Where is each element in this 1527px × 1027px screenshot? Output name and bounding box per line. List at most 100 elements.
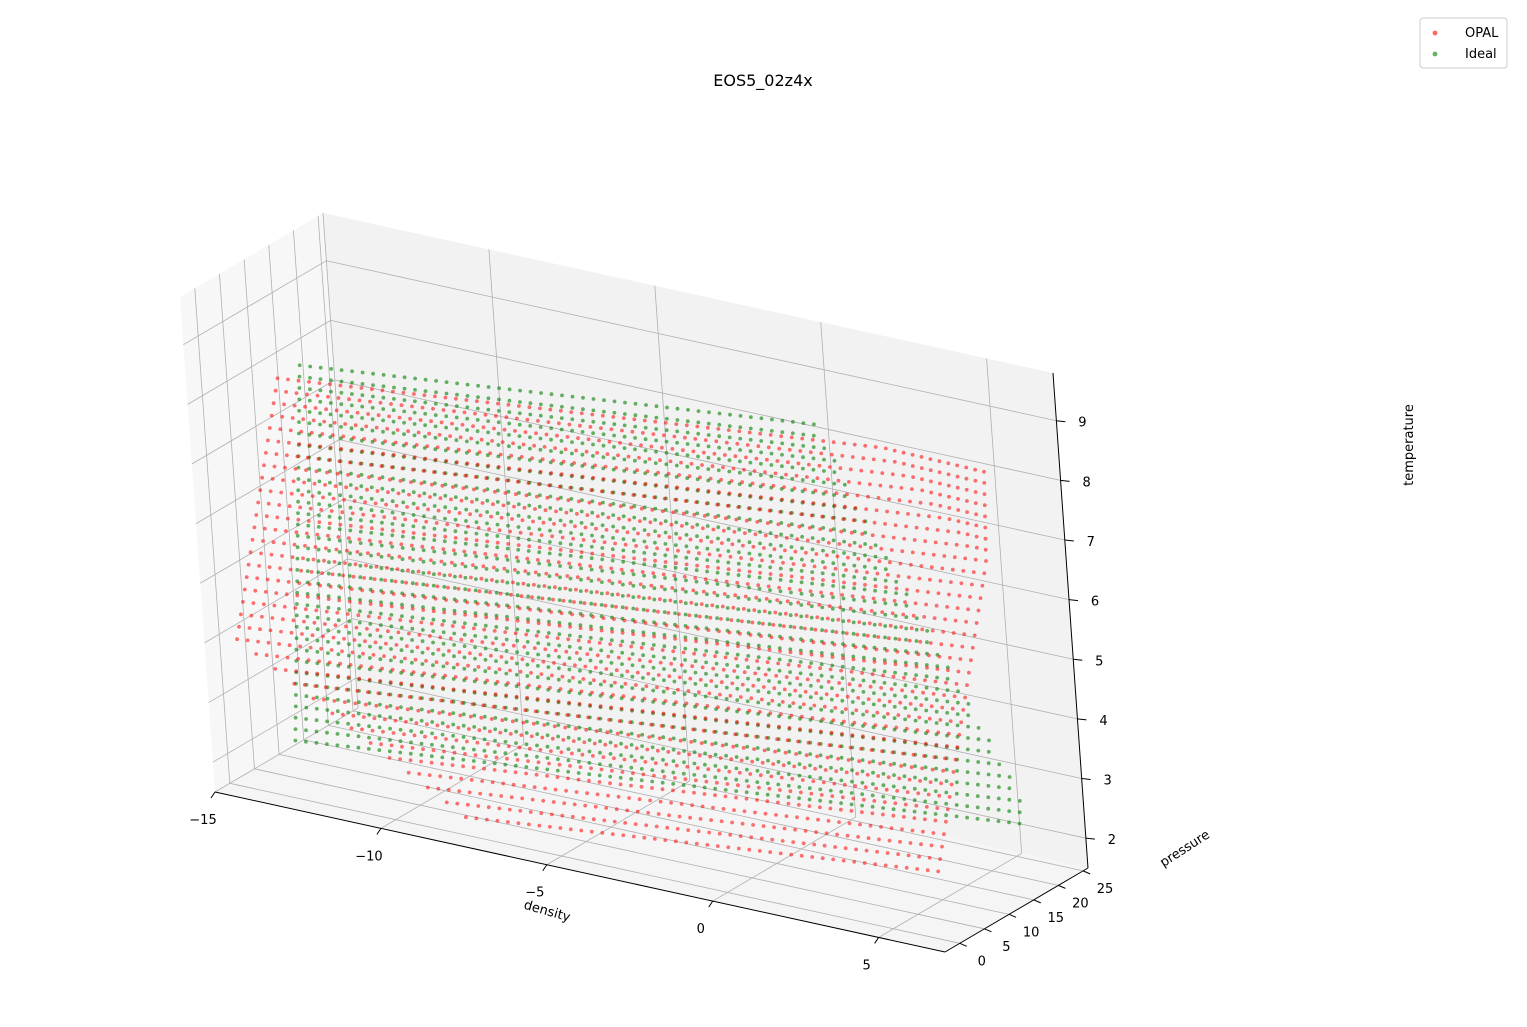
ideal-point <box>662 644 667 649</box>
opal-point <box>835 693 840 698</box>
ideal-point <box>388 726 392 731</box>
opal-point <box>408 758 413 763</box>
ideal-point <box>453 552 457 556</box>
ideal-point <box>339 413 343 418</box>
opal-point <box>333 484 338 488</box>
ideal-point <box>601 455 606 459</box>
opal-point <box>967 670 971 675</box>
ideal-point <box>619 764 623 769</box>
opal-point <box>461 764 465 769</box>
ideal-point <box>380 509 384 514</box>
ideal-point <box>377 714 382 718</box>
opal-point <box>788 789 793 794</box>
ideal-point <box>766 747 771 752</box>
opal-point <box>625 530 630 535</box>
ideal-point <box>706 467 711 471</box>
ideal-point <box>966 724 970 729</box>
opal-point <box>901 450 906 455</box>
opal-point <box>906 714 911 719</box>
opal-point <box>244 575 249 579</box>
ideal-point <box>756 700 761 705</box>
ideal-point <box>485 498 490 503</box>
opal-point <box>599 489 604 494</box>
ideal-point <box>736 595 741 600</box>
legend-label-opal: OPAL <box>1465 26 1499 41</box>
ideal-point <box>454 483 458 488</box>
opal-point <box>513 568 517 572</box>
ideal-point <box>579 577 583 582</box>
opal-point <box>278 427 283 432</box>
ideal-point <box>767 645 772 649</box>
opal-point <box>812 564 817 569</box>
opal-point <box>641 494 646 499</box>
ideal-point <box>442 573 447 578</box>
ideal-point <box>515 616 520 620</box>
opal-point <box>873 445 878 449</box>
opal-point <box>631 771 635 776</box>
opal-point <box>919 466 924 470</box>
opal-point <box>879 825 883 829</box>
opal-point <box>578 487 583 491</box>
opal-point <box>439 420 444 425</box>
opal-point <box>752 747 756 751</box>
ideal-point <box>738 414 743 418</box>
ideal-point <box>713 741 718 746</box>
opal-point <box>400 605 405 610</box>
opal-point <box>336 535 341 539</box>
ideal-point <box>944 767 949 772</box>
opal-point <box>353 423 358 428</box>
opal-point <box>716 566 720 570</box>
opal-point <box>647 735 652 739</box>
opal-point <box>924 602 928 607</box>
ideal-point <box>726 572 730 576</box>
ideal-point <box>420 639 425 644</box>
ideal-point <box>902 774 907 779</box>
ideal-point <box>904 637 908 642</box>
opal-point <box>867 760 872 765</box>
opal-point <box>413 518 418 523</box>
opal-point <box>492 426 496 431</box>
opal-point <box>836 478 841 483</box>
ideal-point <box>829 697 834 702</box>
opal-point <box>308 506 313 511</box>
opal-point <box>904 524 908 529</box>
opal-point <box>237 624 241 629</box>
opal-point <box>678 536 682 541</box>
opal-point <box>367 475 371 480</box>
opal-point <box>261 539 265 543</box>
opal-point <box>665 547 670 552</box>
ideal-point <box>759 439 764 443</box>
ideal-point <box>474 520 479 525</box>
ideal-point <box>790 465 795 470</box>
ideal-point <box>507 421 512 426</box>
ideal-point <box>337 572 342 577</box>
opal-point <box>457 511 462 515</box>
opal-point <box>737 770 742 775</box>
y-tick <box>1033 899 1041 904</box>
opal-point <box>404 441 409 446</box>
ideal-point <box>506 489 511 494</box>
opal-point <box>592 539 596 543</box>
opal-point <box>664 623 669 628</box>
ideal-point <box>609 649 614 654</box>
opal-point <box>887 497 891 501</box>
opal-point <box>937 654 942 659</box>
opal-point <box>802 765 807 770</box>
opal-point <box>386 692 391 697</box>
ideal-point <box>450 756 455 761</box>
opal-point <box>279 629 283 634</box>
ideal-point <box>831 584 835 588</box>
ideal-point <box>579 509 584 514</box>
ideal-point <box>569 531 573 535</box>
opal-point <box>839 807 843 812</box>
ideal-point <box>644 414 648 419</box>
ideal-point <box>486 385 491 389</box>
opal-point <box>607 578 612 583</box>
opal-point <box>849 669 854 674</box>
opal-point <box>282 604 287 609</box>
opal-point <box>558 826 563 830</box>
ideal-point <box>745 744 750 749</box>
ideal-point <box>650 779 655 784</box>
opal-point <box>698 475 702 480</box>
opal-point <box>639 443 643 448</box>
